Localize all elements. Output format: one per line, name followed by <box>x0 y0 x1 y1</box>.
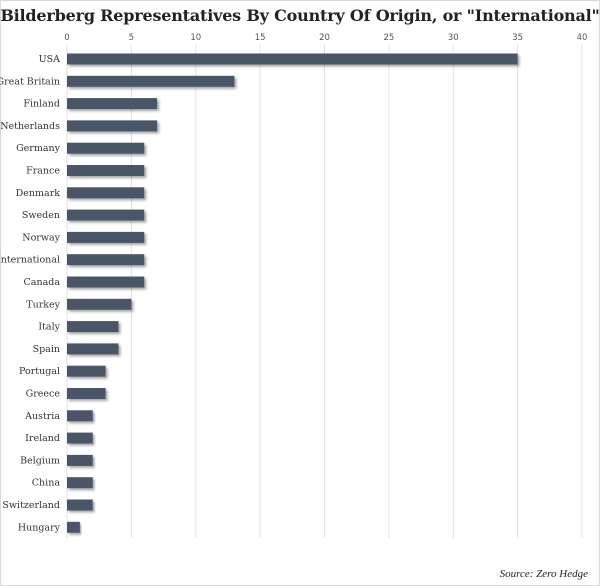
category-label: Belgium <box>20 455 60 466</box>
x-tick-label: 15 <box>255 33 266 43</box>
category-label: Italy <box>38 322 60 333</box>
x-tick-label: 30 <box>448 33 459 43</box>
bar-portugal <box>67 365 106 377</box>
category-labels: USA Great Britain Finland Netherlands German… <box>0 54 61 533</box>
bar-norway <box>67 231 145 243</box>
bar-switzerland <box>67 499 93 511</box>
bar-hungary <box>67 521 80 533</box>
bar-belgium <box>67 454 93 466</box>
category-label: Turkey <box>26 299 60 310</box>
x-tick-label: 25 <box>383 33 394 43</box>
bar-international <box>67 254 145 266</box>
bar-austria <box>67 410 93 422</box>
bar-germany <box>67 142 145 154</box>
category-label: France <box>26 166 60 177</box>
category-label: Denmark <box>16 188 61 199</box>
category-label: Switzerland <box>2 500 60 511</box>
category-label: Germany <box>16 143 61 154</box>
category-label: Spain <box>33 344 60 355</box>
category-label: Netherlands <box>0 121 60 132</box>
x-tick-label: 10 <box>190 33 201 43</box>
category-label: Hungary <box>18 522 61 533</box>
source-note: Source: Zero Hedge <box>499 568 588 580</box>
category-label: Austria <box>24 411 60 422</box>
bar-great-britain <box>67 75 235 87</box>
bar-finland <box>67 98 158 110</box>
bar-france <box>67 165 145 176</box>
x-tick-label: 5 <box>129 33 134 43</box>
category-label: Ireland <box>25 433 60 444</box>
bar-italy <box>67 321 119 333</box>
category-label: Greece <box>26 389 61 400</box>
gridlines <box>66 45 583 538</box>
bar-netherlands <box>67 120 158 132</box>
category-label: China <box>32 478 61 489</box>
category-label: Finland <box>23 99 60 110</box>
category-label: Great Britain <box>0 76 60 87</box>
bar-canada <box>67 276 145 288</box>
x-axis-ticks: 0 5 10 15 20 25 30 35 40 <box>64 33 587 43</box>
x-tick-label: 20 <box>319 33 330 43</box>
category-label: Portugal <box>19 366 60 377</box>
chart-title: Bilderberg Representatives By Country Of… <box>0 6 600 25</box>
x-tick-label: 40 <box>577 33 588 43</box>
bar-turkey <box>67 298 132 310</box>
bar-greece <box>67 388 106 399</box>
category-label: Norway <box>22 232 60 243</box>
bar-denmark <box>67 187 145 199</box>
bar-china <box>67 477 93 489</box>
category-label: Sweden <box>22 210 60 221</box>
category-label: USA <box>39 54 61 65</box>
bar-ireland <box>67 432 93 444</box>
bar-spain <box>67 343 119 355</box>
x-tick-label: 35 <box>512 33 523 43</box>
category-label: Canada <box>24 277 61 288</box>
category-label: International <box>0 255 60 266</box>
bars <box>67 53 518 533</box>
x-tick-label: 0 <box>64 33 69 43</box>
bar-usa <box>67 53 518 65</box>
bar-sweden <box>67 209 145 221</box>
